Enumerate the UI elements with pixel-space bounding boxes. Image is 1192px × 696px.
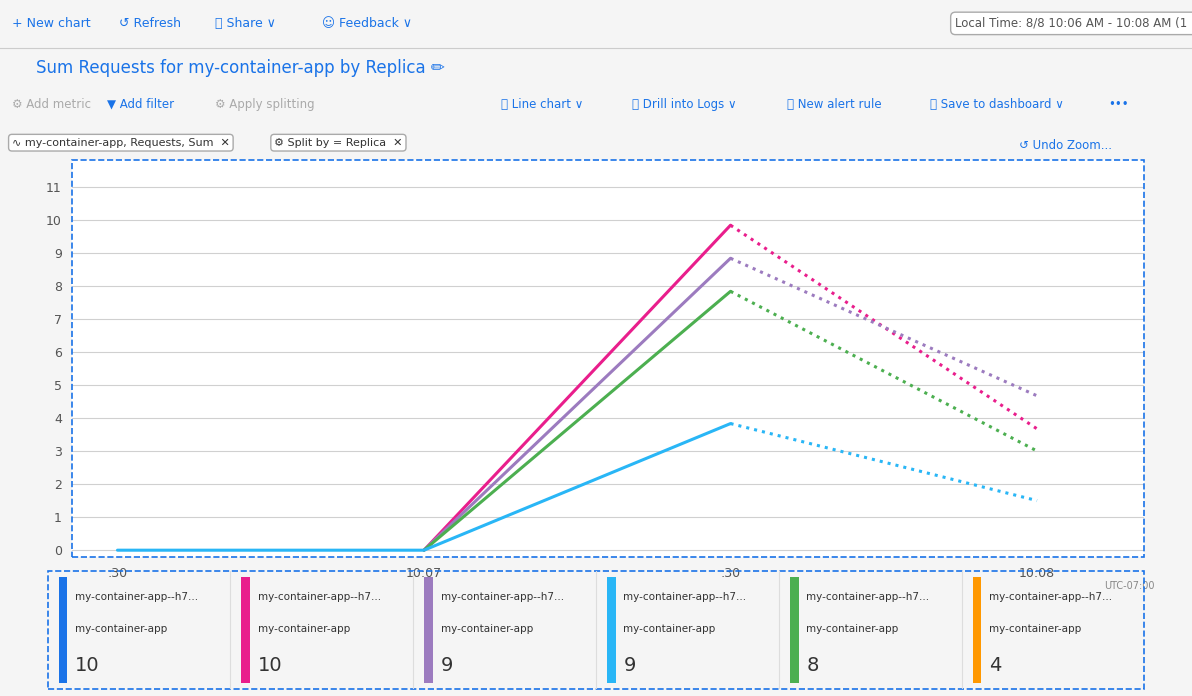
Bar <box>58 576 68 683</box>
Text: my-container-app--h7...: my-container-app--h7... <box>989 592 1112 602</box>
Text: 9: 9 <box>623 656 635 675</box>
Text: Sum Requests for my-container-app by Replica ✏: Sum Requests for my-container-app by Rep… <box>36 59 445 77</box>
Text: 🔍 Drill into Logs ∨: 🔍 Drill into Logs ∨ <box>632 98 737 111</box>
Text: 🔔 New alert rule: 🔔 New alert rule <box>787 98 881 111</box>
Bar <box>424 576 433 683</box>
Text: 💾 Save to dashboard ∨: 💾 Save to dashboard ∨ <box>930 98 1063 111</box>
Text: 8: 8 <box>806 656 819 675</box>
Text: ⚙ Add metric: ⚙ Add metric <box>12 98 91 111</box>
Text: my-container-app: my-container-app <box>806 624 899 634</box>
Text: 9: 9 <box>441 656 453 675</box>
Text: 4: 4 <box>989 656 1001 675</box>
Text: my-container-app--h7...: my-container-app--h7... <box>75 592 198 602</box>
Text: 📈 Line chart ∨: 📈 Line chart ∨ <box>501 98 583 111</box>
Text: my-container-app: my-container-app <box>989 624 1081 634</box>
Text: my-container-app--h7...: my-container-app--h7... <box>441 592 564 602</box>
Bar <box>72 160 1144 557</box>
Text: ▼ Add filter: ▼ Add filter <box>107 98 174 111</box>
Text: 10: 10 <box>75 656 100 675</box>
Text: my-container-app--h7...: my-container-app--h7... <box>806 592 930 602</box>
Text: 10: 10 <box>257 656 283 675</box>
Text: Local Time: 8/8 10:06 AM - 10:08 AM (1 minute): Local Time: 8/8 10:06 AM - 10:08 AM (1 m… <box>956 17 1192 30</box>
Bar <box>790 576 799 683</box>
Text: ⚙ Split by = Replica  ✕: ⚙ Split by = Replica ✕ <box>274 138 403 148</box>
Text: •••: ••• <box>1109 98 1129 111</box>
Text: ⚙ Apply splitting: ⚙ Apply splitting <box>215 98 315 111</box>
Bar <box>973 576 981 683</box>
Text: my-container-app: my-container-app <box>257 624 350 634</box>
Text: my-container-app: my-container-app <box>441 624 533 634</box>
Text: + New chart: + New chart <box>12 17 91 30</box>
Text: my-container-app--h7...: my-container-app--h7... <box>257 592 381 602</box>
Text: my-container-app: my-container-app <box>75 624 167 634</box>
Text: ↺ Refresh: ↺ Refresh <box>119 17 181 30</box>
Text: ☺ Feedback ∨: ☺ Feedback ∨ <box>322 17 412 30</box>
Bar <box>242 576 250 683</box>
Text: ∿ my-container-app, Requests, Sum  ✕: ∿ my-container-app, Requests, Sum ✕ <box>12 138 230 148</box>
Text: ↺ Undo Zoom...: ↺ Undo Zoom... <box>1019 139 1112 152</box>
Text: UTC-07:00: UTC-07:00 <box>1105 580 1155 591</box>
Text: ⤴ Share ∨: ⤴ Share ∨ <box>215 17 275 30</box>
Bar <box>607 576 616 683</box>
Text: my-container-app: my-container-app <box>623 624 715 634</box>
Text: my-container-app--h7...: my-container-app--h7... <box>623 592 746 602</box>
